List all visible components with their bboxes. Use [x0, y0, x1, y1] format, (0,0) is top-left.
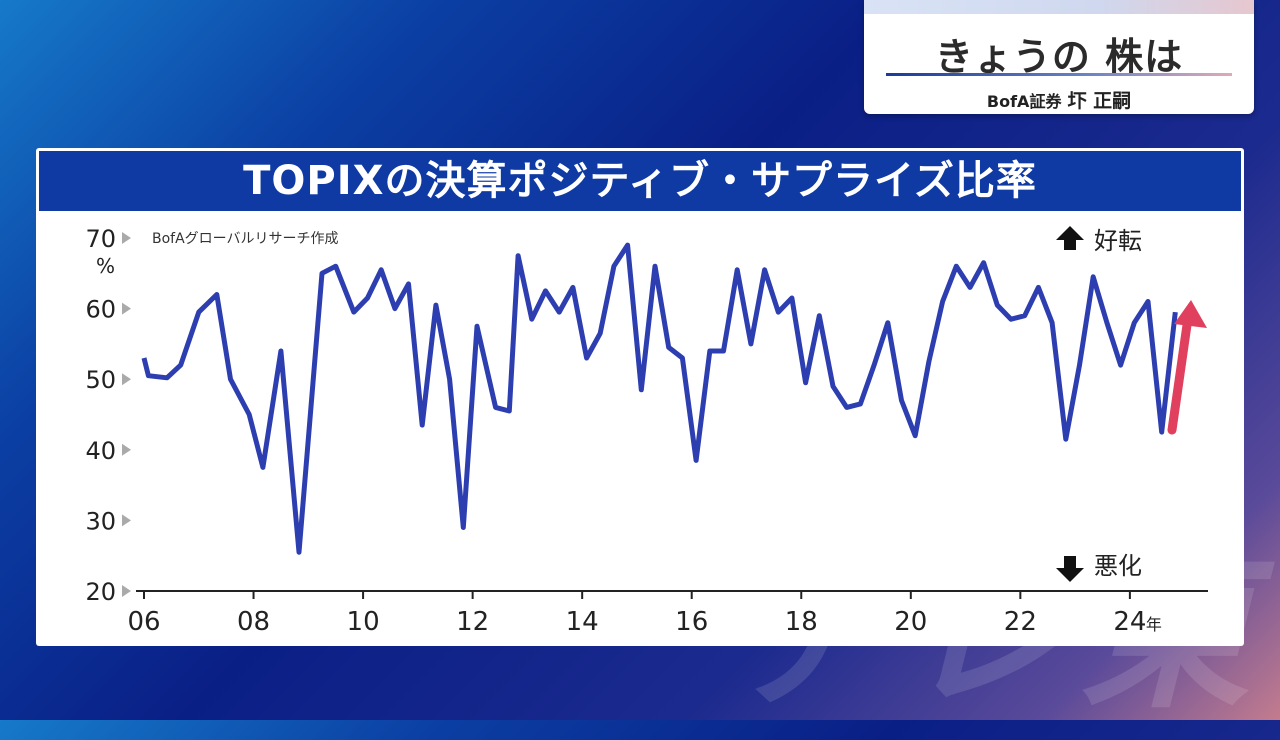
chart-panel: TOPIXの決算ポジティブ・サプライズ比率 BofAグローバルリサーチ作成 % … — [36, 148, 1244, 646]
y-tick-label: 30 — [85, 507, 116, 535]
x-tick-label: 24 — [1113, 607, 1146, 637]
x-tick-label: 22 — [1004, 607, 1037, 637]
chart-source: BofAグローバルリサーチ作成 — [152, 231, 339, 247]
up-annotation: 好転 — [1056, 226, 1142, 255]
badge-title: きょうの 株は — [934, 35, 1184, 79]
badge-top-bar — [864, 0, 1254, 14]
y-tick-marker — [122, 585, 131, 597]
y-axis: 20 30 40 50 60 70 — [85, 225, 131, 606]
program-badge: きょうの 株は BofA証券圷 正嗣 — [864, 0, 1254, 114]
y-unit: % — [96, 254, 115, 278]
y-tick-label: 20 — [85, 578, 116, 606]
x-tick-label: 18 — [785, 607, 818, 637]
y-tick-marker — [122, 514, 131, 527]
y-tick-marker — [122, 443, 131, 456]
down-icon — [1056, 556, 1084, 582]
down-annotation: 悪化 — [1056, 552, 1142, 582]
y-tick-label: 50 — [85, 366, 116, 394]
guest-org: BofA証券 — [986, 92, 1062, 111]
down-label: 悪化 — [1094, 552, 1142, 580]
x-tick-label: 20 — [894, 607, 927, 637]
x-tick-label: 14 — [566, 607, 599, 637]
y-tick-marker — [122, 373, 131, 386]
chart-title: TOPIXの決算ポジティブ・サプライズ比率 — [39, 151, 1241, 211]
x-tick-label: 08 — [237, 607, 270, 637]
badge-guest: BofA証券圷 正嗣 — [864, 86, 1254, 113]
trend-arrow — [1167, 300, 1207, 435]
x-tick-label: 16 — [675, 607, 708, 637]
y-tick-label: 70 — [85, 225, 116, 253]
trend-arrow-shaft — [1167, 313, 1193, 435]
trend-arrow-head — [1174, 300, 1207, 328]
x-tick-label: 10 — [347, 607, 380, 637]
line-chart: BofAグローバルリサーチ作成 % 20 30 40 50 60 70 06 08 10 12 1… — [85, 225, 1208, 637]
y-tick-label: 60 — [85, 296, 116, 324]
series-line — [141, 242, 1178, 555]
up-icon — [1056, 226, 1084, 250]
x-axis: 06 08 10 12 14 16 18 20 22 24 年 — [127, 591, 1162, 637]
x-tick-suffix: 年 — [1146, 615, 1162, 634]
up-label: 好転 — [1094, 227, 1142, 255]
guest-name: 圷 正嗣 — [1067, 90, 1132, 112]
badge-divider — [886, 73, 1232, 76]
y-tick-marker — [122, 302, 131, 315]
x-tick-label: 06 — [127, 607, 160, 637]
y-tick-label: 40 — [85, 437, 116, 465]
y-tick-marker — [122, 232, 131, 244]
x-tick-label: 12 — [456, 607, 489, 637]
